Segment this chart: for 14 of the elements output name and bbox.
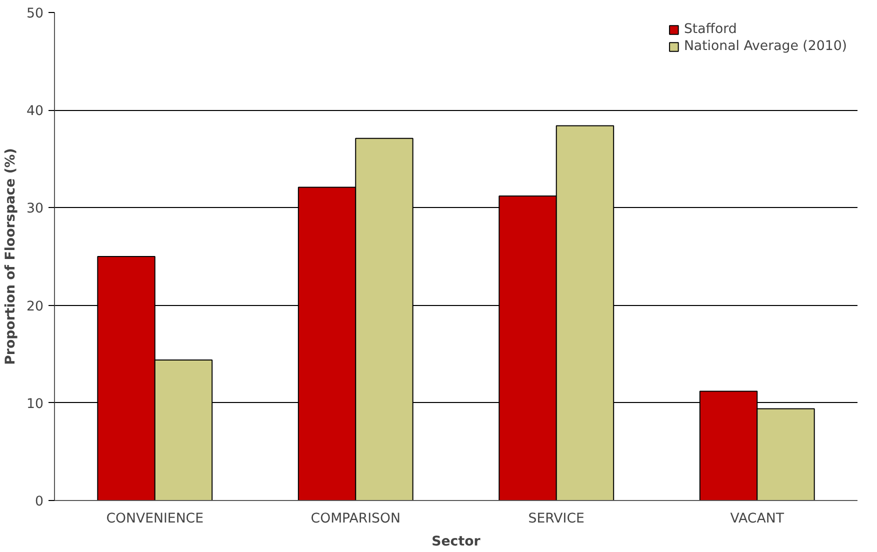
y-tick-label: 30: [26, 202, 44, 217]
y-tick-label: 10: [26, 396, 44, 412]
legend-label: National Average (2010): [684, 39, 847, 54]
x-axis-title: Sector: [432, 534, 481, 550]
x-tick-label: SERVICE: [528, 512, 584, 526]
x-tick-label: COMPARISON: [310, 512, 400, 526]
y-tick-label: 50: [26, 6, 44, 22]
y-tick-label: 40: [26, 104, 44, 120]
legend-label: Stafford: [684, 22, 737, 37]
x-tick-label: VACANT: [730, 512, 785, 526]
y-tick-label: 20: [26, 299, 44, 314]
y-axis-title: Proportion of Floorspace (%): [4, 148, 19, 365]
x-tick-label: CONVENIENCE: [106, 512, 204, 526]
y-tick-label: 0: [35, 494, 44, 510]
